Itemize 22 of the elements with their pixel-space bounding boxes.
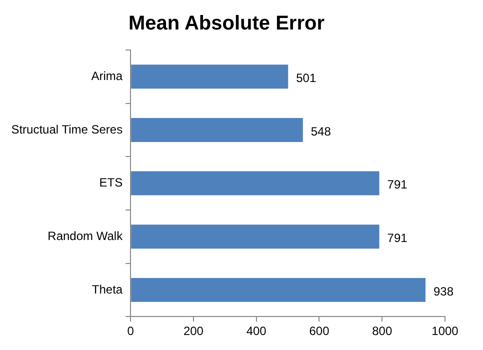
y-tick-label: Theta xyxy=(92,282,123,296)
y-tick-label: Structual Time Seres xyxy=(11,122,123,136)
bar xyxy=(131,64,288,89)
x-tick-label: 800 xyxy=(372,324,392,338)
y-tick-label: Arima xyxy=(91,68,123,83)
y-tick-label: Random Walk xyxy=(48,228,124,243)
x-tick-label: 200 xyxy=(183,324,204,338)
x-tick-label: 400 xyxy=(246,324,267,338)
x-tick-label: 0 xyxy=(127,324,134,338)
data-label: 548 xyxy=(310,124,332,138)
y-tick-label: ETS xyxy=(99,176,123,190)
bar xyxy=(131,171,380,196)
chart-title: Mean Absolute Error xyxy=(128,12,325,35)
data-label: 791 xyxy=(387,178,408,192)
data-label: 501 xyxy=(296,70,316,85)
data-label: 791 xyxy=(387,230,408,245)
bar xyxy=(131,224,380,249)
bar xyxy=(131,278,426,302)
x-tick-label: 600 xyxy=(309,324,330,338)
bar xyxy=(131,118,303,142)
data-label: 938 xyxy=(434,284,454,298)
x-tick-label: 1000 xyxy=(432,324,459,338)
